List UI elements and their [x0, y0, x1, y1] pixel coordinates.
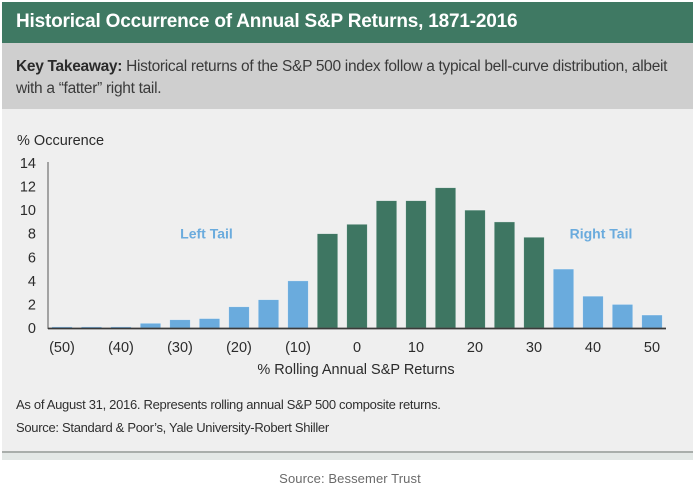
x-tick-label: 20 — [467, 340, 483, 356]
bars — [51, 187, 663, 329]
bar-tail — [169, 319, 191, 329]
right-tail-label: Right Tail — [570, 226, 633, 242]
key-takeaway-text: Key Takeaway: Historical returns of the … — [16, 56, 686, 100]
bar-core — [493, 221, 516, 329]
x-tick-label: (10) — [285, 340, 311, 356]
x-tick-label: 0 — [353, 340, 361, 356]
x-tick-label: 50 — [644, 340, 660, 356]
bar-core — [405, 200, 427, 329]
bar-core — [316, 233, 339, 329]
image-credit: Source: Bessemer Trust — [279, 471, 421, 486]
bar-tail — [139, 322, 162, 329]
footnote-source: Source: Standard & Poor’s, Yale Universi… — [16, 420, 329, 435]
bar-tail — [552, 268, 575, 329]
x-axis-ticks: (50) (40) (30) (20) (10) 0 10 20 30 40 50 — [49, 340, 660, 356]
x-axis-title: % Rolling Annual S&P Returns — [257, 362, 454, 378]
y-tick-label: 4 — [28, 274, 36, 290]
key-takeaway-box: Key Takeaway: Historical returns of the … — [2, 43, 693, 109]
bar-tail — [582, 295, 604, 329]
y-tick-label: 14 — [20, 156, 36, 172]
chart-panel: Historical Occurrence of Annual S&P Retu… — [2, 2, 693, 452]
bar-tail — [257, 299, 280, 329]
bar-tail — [641, 314, 663, 329]
left-tail-label: Left Tail — [180, 226, 233, 242]
bar-tail — [611, 304, 634, 329]
bar-core — [523, 236, 545, 329]
x-tick-label: (20) — [226, 340, 252, 356]
bottom-strip — [2, 453, 693, 460]
x-tick-label: (50) — [49, 340, 75, 356]
x-tick-label: (30) — [167, 340, 193, 356]
x-tick-label: 30 — [526, 340, 542, 356]
y-tick-label: 6 — [28, 250, 36, 266]
y-tick-label: 8 — [28, 227, 36, 243]
y-tick-label: 10 — [20, 203, 36, 219]
y-tick-label: 0 — [28, 321, 36, 337]
bar-core — [434, 187, 457, 329]
bar-core — [464, 209, 486, 329]
bar-tail — [287, 280, 309, 329]
y-axis-ticks: 0 2 4 6 8 10 12 14 — [20, 156, 36, 337]
x-tick-label: (40) — [108, 340, 134, 356]
footnote-date: As of August 31, 2016. Represents rollin… — [16, 397, 441, 412]
x-tick-label: 40 — [585, 340, 601, 356]
bar-tail — [198, 318, 221, 329]
header-bar: Historical Occurrence of Annual S&P Retu… — [2, 2, 693, 43]
x-tick-label: 10 — [408, 340, 424, 356]
bar-core — [346, 223, 368, 329]
key-takeaway-label: Key Takeaway: — [16, 58, 123, 75]
key-takeaway-body: Historical returns of the S&P 500 index … — [16, 58, 668, 97]
bar-tail — [228, 306, 250, 329]
y-tick-label: 2 — [28, 297, 36, 313]
chart-title: Historical Occurrence of Annual S&P Retu… — [16, 11, 518, 32]
y-axis-title: % Occurence — [17, 133, 104, 149]
bottom-divider — [2, 451, 693, 453]
bar-core — [375, 200, 398, 329]
y-tick-label: 12 — [20, 180, 36, 196]
